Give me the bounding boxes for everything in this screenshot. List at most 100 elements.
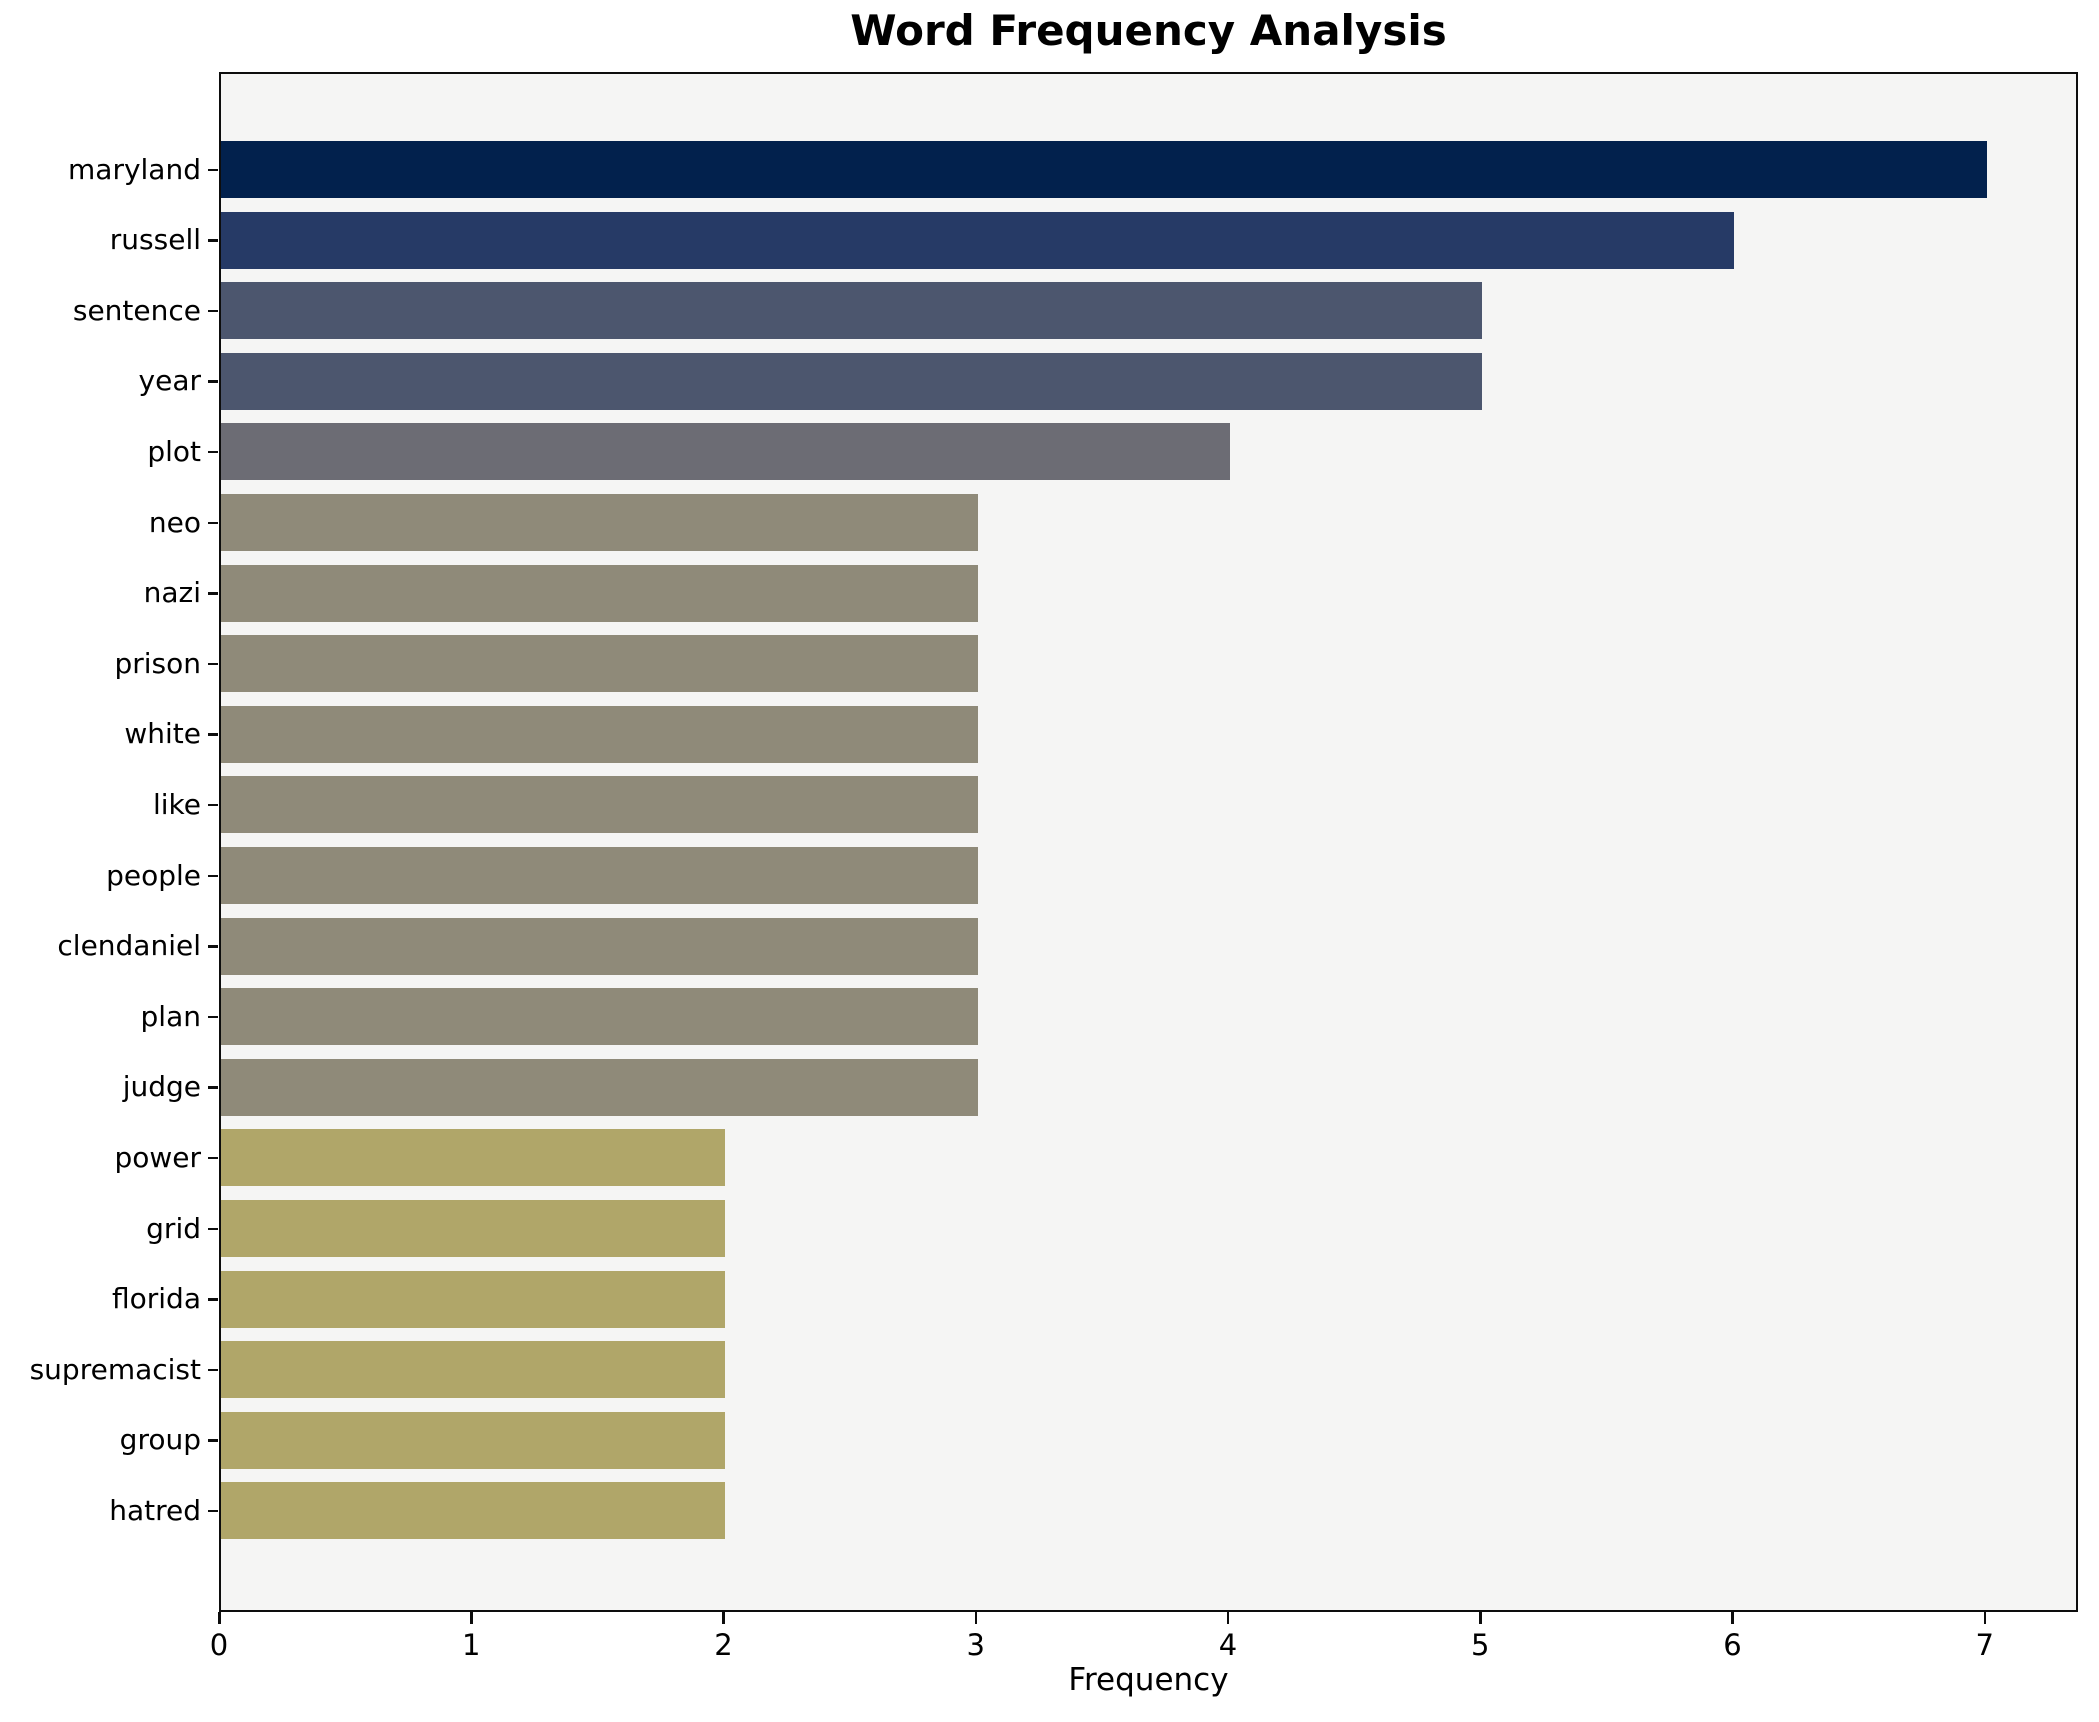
y-tick-label-supremacist: supremacist bbox=[29, 1352, 201, 1386]
bar-row bbox=[221, 635, 2075, 693]
y-tick-label-year: year bbox=[138, 364, 201, 398]
y-tick-label-clendaniel: clendaniel bbox=[57, 929, 201, 963]
bar-row bbox=[221, 847, 2075, 904]
x-tick-mark bbox=[470, 1612, 473, 1624]
bar-row bbox=[221, 1341, 2075, 1399]
bar-row bbox=[221, 1270, 2075, 1328]
y-tick-mark bbox=[208, 168, 218, 171]
bar-row bbox=[221, 776, 2075, 834]
y-tick-mark bbox=[208, 1298, 218, 1301]
bar-like bbox=[221, 776, 978, 834]
y-tick-mark bbox=[208, 1086, 218, 1089]
y-tick-label-power: power bbox=[114, 1140, 201, 1174]
bar-plan bbox=[221, 988, 978, 1046]
y-tick-mark bbox=[208, 733, 218, 736]
y-tick-mark bbox=[208, 239, 218, 242]
y-tick-label-white: white bbox=[124, 717, 201, 751]
x-tick-label-4: 4 bbox=[1218, 1628, 1238, 1662]
y-tick-label-neo: neo bbox=[148, 505, 201, 539]
x-tick-mark bbox=[974, 1612, 978, 1624]
bar-nazi bbox=[221, 564, 978, 622]
x-tick-mark bbox=[1983, 1612, 1987, 1624]
bar-sentence bbox=[221, 282, 1483, 340]
y-tick-label-plot: plot bbox=[147, 434, 201, 468]
x-tick-label-3: 3 bbox=[966, 1628, 985, 1662]
bar-row bbox=[221, 282, 2075, 340]
bar-row bbox=[221, 988, 2075, 1046]
bar-hatred bbox=[221, 1482, 726, 1540]
bar-row bbox=[221, 1058, 2075, 1116]
y-tick-mark bbox=[208, 309, 218, 313]
y-tick-label-sentence: sentence bbox=[72, 293, 201, 327]
bar-row bbox=[221, 564, 2075, 622]
x-tick-label-2: 2 bbox=[714, 1628, 733, 1662]
bar-maryland bbox=[221, 141, 1987, 198]
bar-prison bbox=[221, 635, 978, 693]
bar-row bbox=[221, 141, 2075, 198]
bar-row bbox=[221, 1411, 2075, 1469]
y-tick-label-florida: florida bbox=[112, 1282, 201, 1316]
y-tick-label-judge: judge bbox=[122, 1070, 201, 1104]
y-tick-mark bbox=[208, 1015, 218, 1019]
bar-power bbox=[221, 1129, 726, 1187]
y-tick-label-russell: russell bbox=[109, 223, 201, 257]
y-tick-label-nazi: nazi bbox=[143, 576, 201, 610]
y-tick-mark bbox=[208, 662, 218, 666]
y-tick-mark bbox=[208, 1156, 218, 1160]
bar-row bbox=[221, 423, 2075, 481]
y-tick-mark bbox=[208, 592, 218, 595]
bar-judge bbox=[221, 1058, 978, 1116]
bar-row bbox=[221, 705, 2075, 763]
bar-row bbox=[221, 211, 2075, 269]
x-tick-label-5: 5 bbox=[1470, 1628, 1490, 1662]
bar-grid bbox=[221, 1200, 726, 1257]
y-tick-mark bbox=[208, 945, 218, 948]
y-tick-mark bbox=[208, 450, 218, 454]
x-tick-mark bbox=[218, 1612, 221, 1624]
y-tick-mark bbox=[208, 1227, 218, 1230]
x-tick-mark bbox=[722, 1612, 725, 1624]
y-tick-label-prison: prison bbox=[114, 646, 201, 680]
y-tick-label-hatred: hatred bbox=[109, 1493, 201, 1527]
x-tick-mark bbox=[1479, 1612, 1482, 1624]
y-tick-mark bbox=[208, 1509, 218, 1513]
chart-title: Word Frequency Analysis bbox=[850, 6, 1447, 55]
plot-area: maryland russell sentence year plot neo nazi pr… bbox=[30, 72, 2078, 1612]
y-tick-label-people: people bbox=[106, 858, 201, 892]
bar-supremacist bbox=[221, 1341, 726, 1399]
bar-clendaniel bbox=[221, 917, 978, 975]
bar-row bbox=[221, 1482, 2075, 1540]
bar-florida bbox=[221, 1270, 726, 1328]
y-tick-mark bbox=[208, 1439, 218, 1442]
y-tick-label-plan: plan bbox=[140, 999, 201, 1033]
y-tick-mark bbox=[208, 380, 218, 383]
y-tick-label-grid: grid bbox=[146, 1211, 201, 1245]
bar-white bbox=[221, 705, 978, 763]
bar-people bbox=[221, 847, 978, 904]
bar-russell bbox=[221, 211, 1735, 269]
y-tick-mark bbox=[208, 874, 218, 877]
x-axis: 0 1 2 3 4 5 6 7 bbox=[210, 1612, 2078, 1672]
x-tick-label-0: 0 bbox=[209, 1628, 229, 1662]
y-tick-mark bbox=[208, 803, 218, 807]
bar-neo bbox=[221, 494, 978, 551]
x-tick-label-6: 6 bbox=[1723, 1628, 1742, 1662]
y-tick-mark bbox=[208, 521, 218, 524]
bar-row bbox=[221, 352, 2075, 410]
x-tick-mark bbox=[1731, 1612, 1734, 1624]
bar-row bbox=[221, 917, 2075, 975]
x-tick-label-1: 1 bbox=[462, 1628, 481, 1662]
y-tick-label-maryland: maryland bbox=[68, 152, 201, 186]
x-tick-mark bbox=[1226, 1612, 1230, 1624]
y-tick-label-like: like bbox=[152, 787, 201, 821]
bar-year bbox=[221, 352, 1483, 410]
bar-row bbox=[221, 1200, 2075, 1257]
bar-row bbox=[221, 1129, 2075, 1187]
x-tick-label-7: 7 bbox=[1975, 1628, 1994, 1662]
bar-group bbox=[221, 1411, 726, 1469]
bar-row bbox=[221, 494, 2075, 551]
y-tick-label-group: group bbox=[119, 1423, 201, 1457]
bar-plot bbox=[221, 423, 1230, 481]
y-tick-mark bbox=[208, 1368, 218, 1372]
